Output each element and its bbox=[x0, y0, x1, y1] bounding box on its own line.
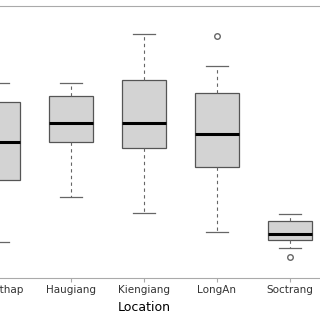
PathPatch shape bbox=[195, 93, 239, 167]
PathPatch shape bbox=[49, 96, 93, 142]
PathPatch shape bbox=[0, 101, 20, 180]
X-axis label: Location: Location bbox=[117, 301, 171, 314]
PathPatch shape bbox=[122, 80, 166, 148]
PathPatch shape bbox=[268, 221, 312, 240]
